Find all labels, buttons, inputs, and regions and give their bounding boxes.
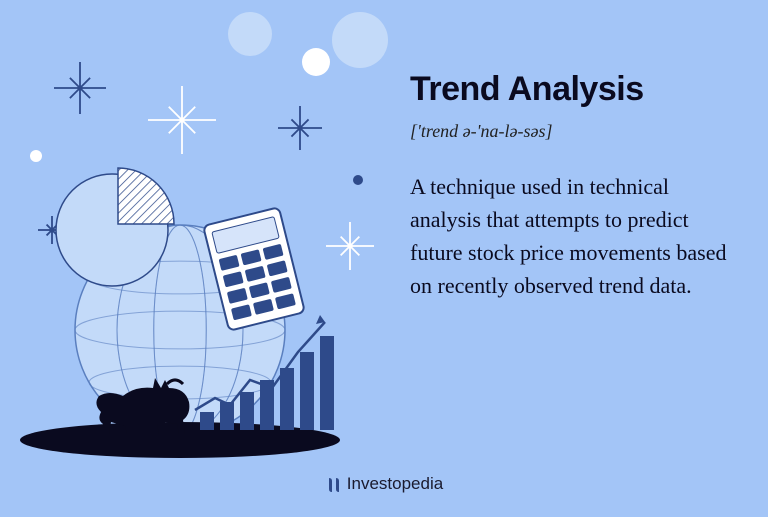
footer-brand: Investopedia — [0, 474, 768, 494]
pronunciation: ['trend ə-'na-lə-səs] — [410, 121, 740, 142]
illustration-panel — [0, 0, 400, 512]
title: Trend Analysis — [410, 70, 740, 109]
brand-text: Investopedia — [347, 474, 443, 493]
text-block: Trend Analysis ['trend ə-'na-lə-səs] A t… — [410, 70, 740, 302]
brand-icon — [325, 476, 343, 494]
definition: A technique used in technical analysis t… — [410, 170, 740, 302]
